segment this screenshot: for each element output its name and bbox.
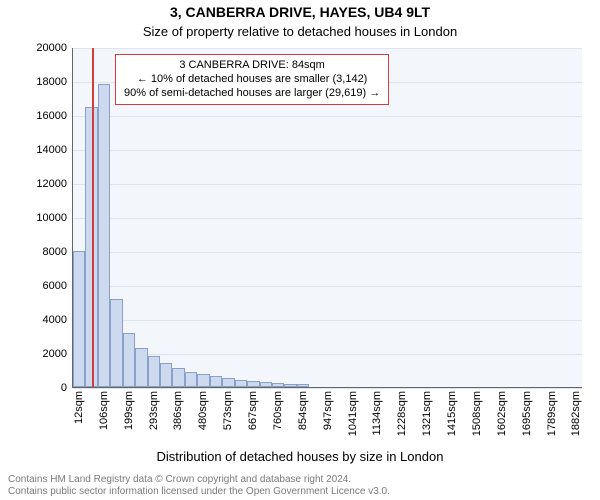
- histogram-bar: [297, 384, 309, 387]
- annotation-line: 3 CANBERRA DRIVE: 84sqm: [124, 59, 380, 73]
- y-tick-label: 6000: [43, 280, 67, 292]
- histogram-chart: 3, CANBERRA DRIVE, HAYES, UB4 9LT Size o…: [0, 0, 600, 500]
- x-tick-label: 1321sqm: [421, 391, 433, 436]
- histogram-bar: [123, 333, 135, 387]
- grid-line: [73, 116, 582, 117]
- y-tick-label: 12000: [36, 178, 67, 190]
- histogram-bar: [222, 378, 234, 387]
- x-tick-label: 573sqm: [222, 391, 234, 430]
- x-tick-label: 480sqm: [197, 391, 209, 430]
- x-tick-label: 106sqm: [98, 391, 110, 430]
- x-tick-label: 12sqm: [73, 391, 85, 424]
- grid-line: [73, 286, 582, 287]
- grid-line: [73, 320, 582, 321]
- histogram-bar: [185, 372, 197, 387]
- x-tick-label: 293sqm: [148, 391, 160, 430]
- x-tick-label: 854sqm: [297, 391, 309, 430]
- footer-attribution: Contains HM Land Registry data © Crown c…: [8, 474, 592, 498]
- footer-line-2: Contains public sector information licen…: [8, 486, 592, 498]
- histogram-bar: [197, 374, 209, 387]
- histogram-bar: [235, 380, 247, 387]
- y-tick-label: 2000: [43, 348, 67, 360]
- histogram-bar: [110, 299, 122, 387]
- x-tick-label: 1134sqm: [371, 391, 383, 435]
- y-tick-label: 0: [61, 382, 67, 394]
- grid-line: [73, 388, 582, 389]
- x-tick-label: 1508sqm: [471, 391, 483, 436]
- histogram-bar: [260, 382, 272, 387]
- grid-line: [73, 150, 582, 151]
- x-tick-label: 1882sqm: [570, 391, 582, 436]
- histogram-bar: [172, 368, 184, 387]
- histogram-bar: [135, 348, 147, 387]
- y-tick-label: 18000: [36, 76, 67, 88]
- annotation-box: 3 CANBERRA DRIVE: 84sqm← 10% of detached…: [115, 54, 389, 105]
- chart-subtitle: Size of property relative to detached ho…: [0, 24, 600, 39]
- histogram-bar: [148, 356, 160, 387]
- x-axis-label: Distribution of detached houses by size …: [0, 449, 600, 464]
- grid-line: [73, 354, 582, 355]
- x-tick-label: 760sqm: [272, 391, 284, 430]
- histogram-bar: [272, 383, 284, 387]
- x-tick-label: 1228sqm: [396, 391, 408, 436]
- y-tick-label: 8000: [43, 246, 67, 258]
- x-tick-label: 199sqm: [123, 391, 135, 430]
- x-tick-label: 1789sqm: [546, 391, 558, 436]
- grid-line: [73, 184, 582, 185]
- y-tick-label: 16000: [36, 110, 67, 122]
- x-tick-label: 386sqm: [172, 391, 184, 430]
- histogram-bar: [160, 363, 172, 387]
- x-tick-label: 1041sqm: [347, 391, 359, 436]
- x-tick-label: 667sqm: [247, 391, 259, 430]
- footer-line-1: Contains HM Land Registry data © Crown c…: [8, 474, 592, 486]
- annotation-line: 90% of semi-detached houses are larger (…: [124, 87, 380, 101]
- chart-title: 3, CANBERRA DRIVE, HAYES, UB4 9LT: [0, 4, 600, 20]
- annotation-line: ← 10% of detached houses are smaller (3,…: [124, 73, 380, 87]
- x-tick-label: 1415sqm: [446, 391, 458, 436]
- histogram-bar: [210, 376, 222, 387]
- grid-line: [73, 218, 582, 219]
- y-tick-label: 10000: [36, 212, 67, 224]
- histogram-bar: [284, 384, 296, 387]
- property-marker-line: [92, 48, 94, 387]
- y-tick-label: 14000: [36, 144, 67, 156]
- histogram-bar: [247, 381, 259, 387]
- x-tick-label: 1695sqm: [521, 391, 533, 436]
- x-tick-label: 947sqm: [322, 391, 334, 430]
- y-tick-label: 20000: [36, 42, 67, 54]
- grid-line: [73, 252, 582, 253]
- histogram-bar: [73, 251, 85, 387]
- histogram-bar: [98, 84, 110, 387]
- grid-line: [73, 48, 582, 49]
- y-tick-label: 4000: [43, 314, 67, 326]
- x-tick-label: 1602sqm: [496, 391, 508, 436]
- plot-area: 0200040006000800010000120001400016000180…: [72, 48, 582, 388]
